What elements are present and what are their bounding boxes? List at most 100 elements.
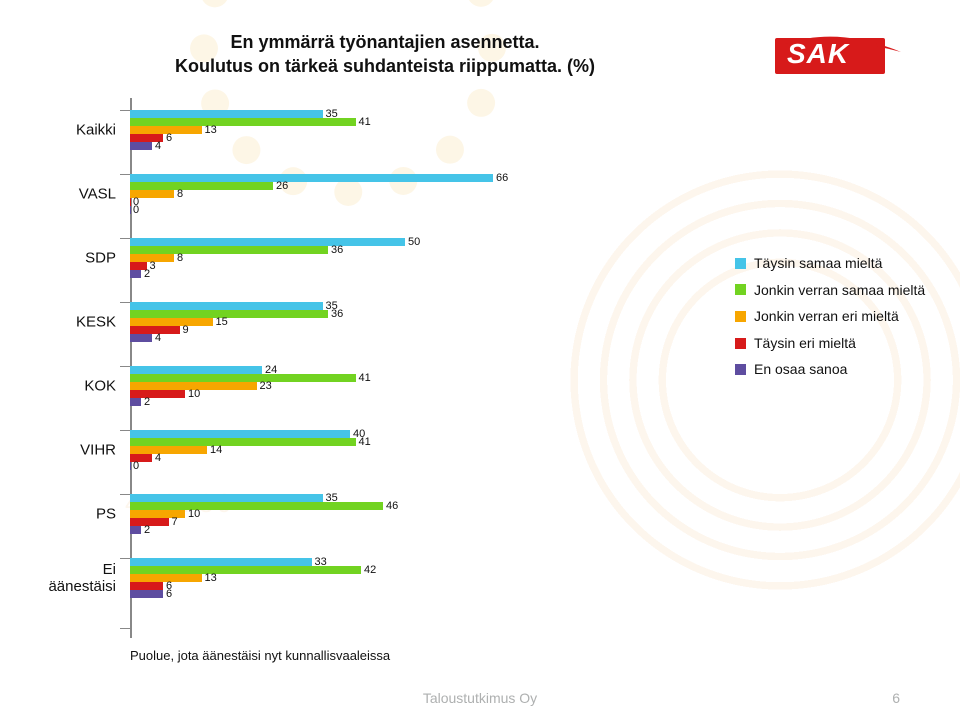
- bar: [130, 310, 328, 318]
- axis-tick: [120, 174, 130, 175]
- legend-swatch: [735, 311, 746, 322]
- x-axis-label: Puolue, jota äänestäisi nyt kunnallisvaa…: [130, 648, 390, 663]
- bar: [130, 246, 328, 254]
- bar: [130, 110, 323, 118]
- axis-tick: [120, 302, 130, 303]
- value-label: 4: [155, 140, 161, 152]
- axis-tick: [120, 628, 130, 629]
- bar: [130, 590, 163, 598]
- bar: [130, 390, 185, 398]
- axis-tick: [120, 430, 130, 431]
- legend-swatch: [735, 338, 746, 349]
- bar: [130, 302, 323, 310]
- legend-swatch: [735, 284, 746, 295]
- bar-group: KOK244123102: [130, 366, 680, 406]
- bar: [130, 334, 152, 342]
- legend-label: Täysin samaa mieltä: [754, 250, 882, 277]
- value-label: 13: [205, 124, 217, 136]
- bar: [130, 142, 152, 150]
- value-label: 6: [166, 132, 172, 144]
- value-label: 26: [276, 180, 288, 192]
- legend-label: Jonkin verran samaa mieltä: [754, 277, 925, 304]
- bar: [130, 398, 141, 406]
- value-label: 23: [260, 380, 272, 392]
- title-line-1: En ymmärrä työnantajien asennetta.: [230, 32, 539, 52]
- bar-group: Eiäänestäisi33421366: [130, 558, 680, 598]
- value-label: 2: [144, 396, 150, 408]
- group-label: KOK: [84, 378, 116, 395]
- value-label: 42: [364, 564, 376, 576]
- value-label: 14: [210, 444, 222, 456]
- value-label: 15: [216, 316, 228, 328]
- value-label: 46: [386, 500, 398, 512]
- group-label: KESK: [76, 314, 116, 331]
- group-label: SDP: [85, 250, 116, 267]
- bar-group: Kaikki35411364: [130, 110, 680, 150]
- bar-group: PS35461072: [130, 494, 680, 534]
- legend-swatch: [735, 258, 746, 269]
- bar: [130, 270, 141, 278]
- legend-item: Jonkin verran eri mieltä: [735, 303, 925, 330]
- value-label: 36: [331, 244, 343, 256]
- axis-tick: [120, 366, 130, 367]
- value-label: 2: [144, 524, 150, 536]
- footer-text: Taloustutkimus Oy: [0, 690, 960, 706]
- value-label: 41: [359, 436, 371, 448]
- bar: [130, 182, 273, 190]
- group-label: VASL: [79, 186, 116, 203]
- bar: [130, 566, 361, 574]
- legend: Täysin samaa mieltäJonkin verran samaa m…: [735, 250, 925, 383]
- bar: [130, 462, 131, 470]
- value-label: 8: [177, 252, 183, 264]
- group-label: PS: [96, 506, 116, 523]
- legend-swatch: [735, 364, 746, 375]
- value-label: 66: [496, 172, 508, 184]
- value-label: 41: [359, 372, 371, 384]
- value-label: 0: [133, 460, 139, 472]
- value-label: 2: [144, 268, 150, 280]
- bar: [130, 446, 207, 454]
- axis-tick: [120, 558, 130, 559]
- bar: [130, 502, 383, 510]
- bar: [130, 494, 323, 502]
- bar: [130, 206, 131, 214]
- bar: [130, 174, 493, 182]
- title-line-2: Koulutus on tärkeä suhdanteista riippuma…: [175, 56, 595, 76]
- chart-area: Kaikki35411364VASL6626800SDP5036832KESK3…: [120, 98, 680, 638]
- axis-tick: [120, 494, 130, 495]
- legend-label: Täysin eri mieltä: [754, 330, 856, 357]
- axis-tick: [120, 238, 130, 239]
- value-label: 0: [133, 204, 139, 216]
- bar-group: SDP5036832: [130, 238, 680, 278]
- sak-logo: SAK: [775, 32, 905, 80]
- bar-group: KESK35361594: [130, 302, 680, 342]
- bar: [130, 526, 141, 534]
- group-label: Eiäänestäisi: [48, 561, 116, 596]
- value-label: 13: [205, 572, 217, 584]
- bar: [130, 438, 356, 446]
- bar: [130, 430, 350, 438]
- legend-item: Jonkin verran samaa mieltä: [735, 277, 925, 304]
- legend-item: Täysin eri mieltä: [735, 330, 925, 357]
- bar-group: VASL6626800: [130, 174, 680, 214]
- value-label: 36: [331, 308, 343, 320]
- value-label: 41: [359, 116, 371, 128]
- legend-item: En osaa sanoa: [735, 356, 925, 383]
- bar: [130, 366, 262, 374]
- bar: [130, 558, 312, 566]
- bar: [130, 198, 131, 206]
- bar: [130, 374, 356, 382]
- chart-title: En ymmärrä työnantajien asennetta. Koulu…: [0, 30, 770, 79]
- legend-label: En osaa sanoa: [754, 356, 847, 383]
- value-label: 10: [188, 508, 200, 520]
- bar: [130, 118, 356, 126]
- legend-item: Täysin samaa mieltä: [735, 250, 925, 277]
- legend-label: Jonkin verran eri mieltä: [754, 303, 899, 330]
- value-label: 8: [177, 188, 183, 200]
- value-label: 7: [172, 516, 178, 528]
- bar: [130, 238, 405, 246]
- bar: [130, 318, 213, 326]
- bar-group: VIHR40411440: [130, 430, 680, 470]
- value-label: 50: [408, 236, 420, 248]
- bar: [130, 582, 163, 590]
